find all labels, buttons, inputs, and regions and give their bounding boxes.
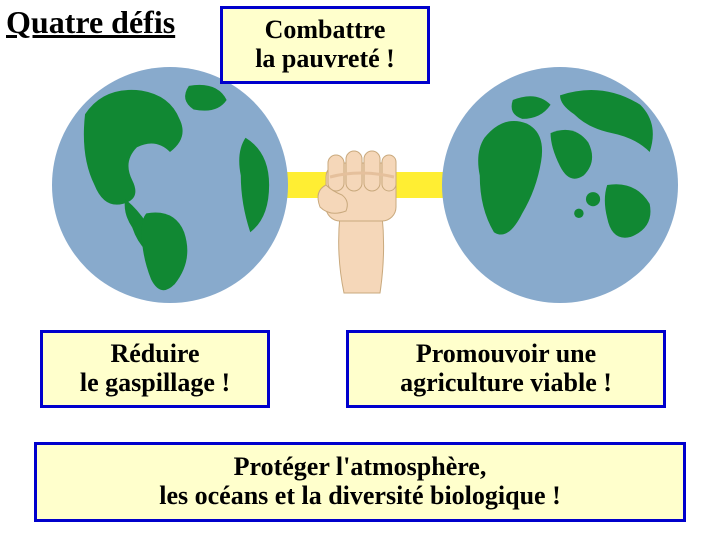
fist-icon xyxy=(300,125,420,295)
slide-stage: Quatre défis xyxy=(0,0,720,540)
globe-left xyxy=(52,67,288,303)
slide-title: Quatre défis xyxy=(6,4,175,41)
box-combattre: Combattrela pauvreté ! xyxy=(220,6,430,84)
globe-right xyxy=(442,67,678,303)
box-proteger: Protéger l'atmosphère,les océans et la d… xyxy=(34,442,686,522)
box-promouvoir: Promouvoir uneagriculture viable ! xyxy=(346,330,666,408)
box-reduire: Réduirele gaspillage ! xyxy=(40,330,270,408)
globe-left-land xyxy=(52,67,288,303)
globe-right-land xyxy=(442,67,678,303)
